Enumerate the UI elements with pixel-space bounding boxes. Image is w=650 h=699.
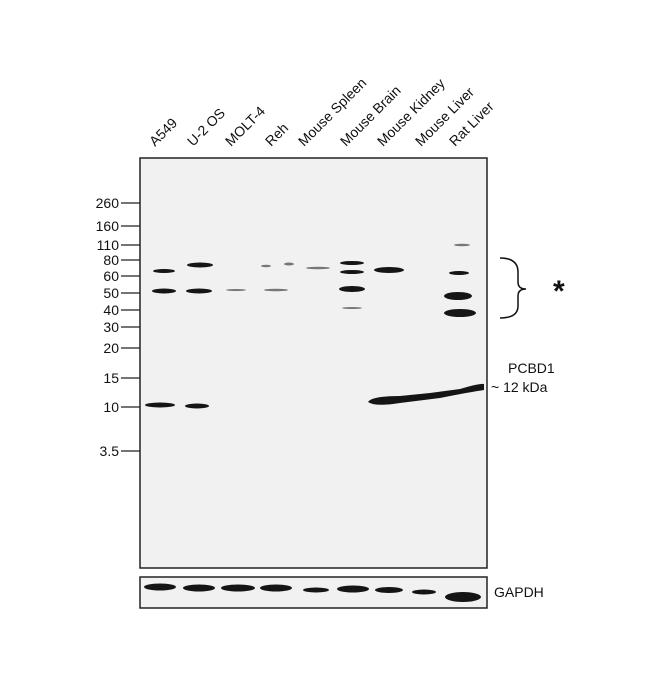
band [186,288,212,294]
target-label: PCBD1 [508,360,555,376]
band [337,585,369,593]
band [261,264,271,268]
marker-label: 160 [96,218,120,234]
band [264,288,288,292]
marker-label: 10 [103,399,119,415]
marker-label: 50 [103,285,119,301]
band [342,307,362,309]
band [454,243,470,247]
band [284,262,294,266]
band [445,592,481,602]
marker-label: 110 [97,237,120,253]
bands [145,243,484,409]
marker-label: 15 [103,370,119,386]
band [303,587,329,593]
marker-label: 40 [103,302,119,318]
band [340,270,364,274]
band [375,587,403,593]
size-label: ~ 12 kDa [491,379,548,395]
band [412,589,436,595]
band [368,383,484,405]
band [144,583,176,591]
band [260,584,292,592]
marker-label: 80 [103,252,119,268]
band [221,584,255,592]
band [153,269,175,273]
band [449,271,469,275]
loading-control-label: GAPDH [494,584,544,600]
marker-label: 30 [103,319,119,335]
asterisk: * [553,275,565,308]
band [226,289,246,291]
band [374,267,404,273]
band [444,309,476,317]
band [145,402,175,408]
marker-label: 20 [103,340,119,356]
band [185,403,209,409]
band [339,286,365,292]
band [183,584,215,592]
marker-label: 60 [103,268,119,284]
gapdh-bands [144,583,481,602]
band [152,288,176,294]
band [306,266,330,270]
marker-label: 3.5 [100,443,120,459]
band [444,292,472,300]
bracket [499,257,527,319]
marker-label: 260 [96,195,120,211]
band [340,261,364,265]
blot-membrane [139,157,488,569]
band [187,262,213,268]
